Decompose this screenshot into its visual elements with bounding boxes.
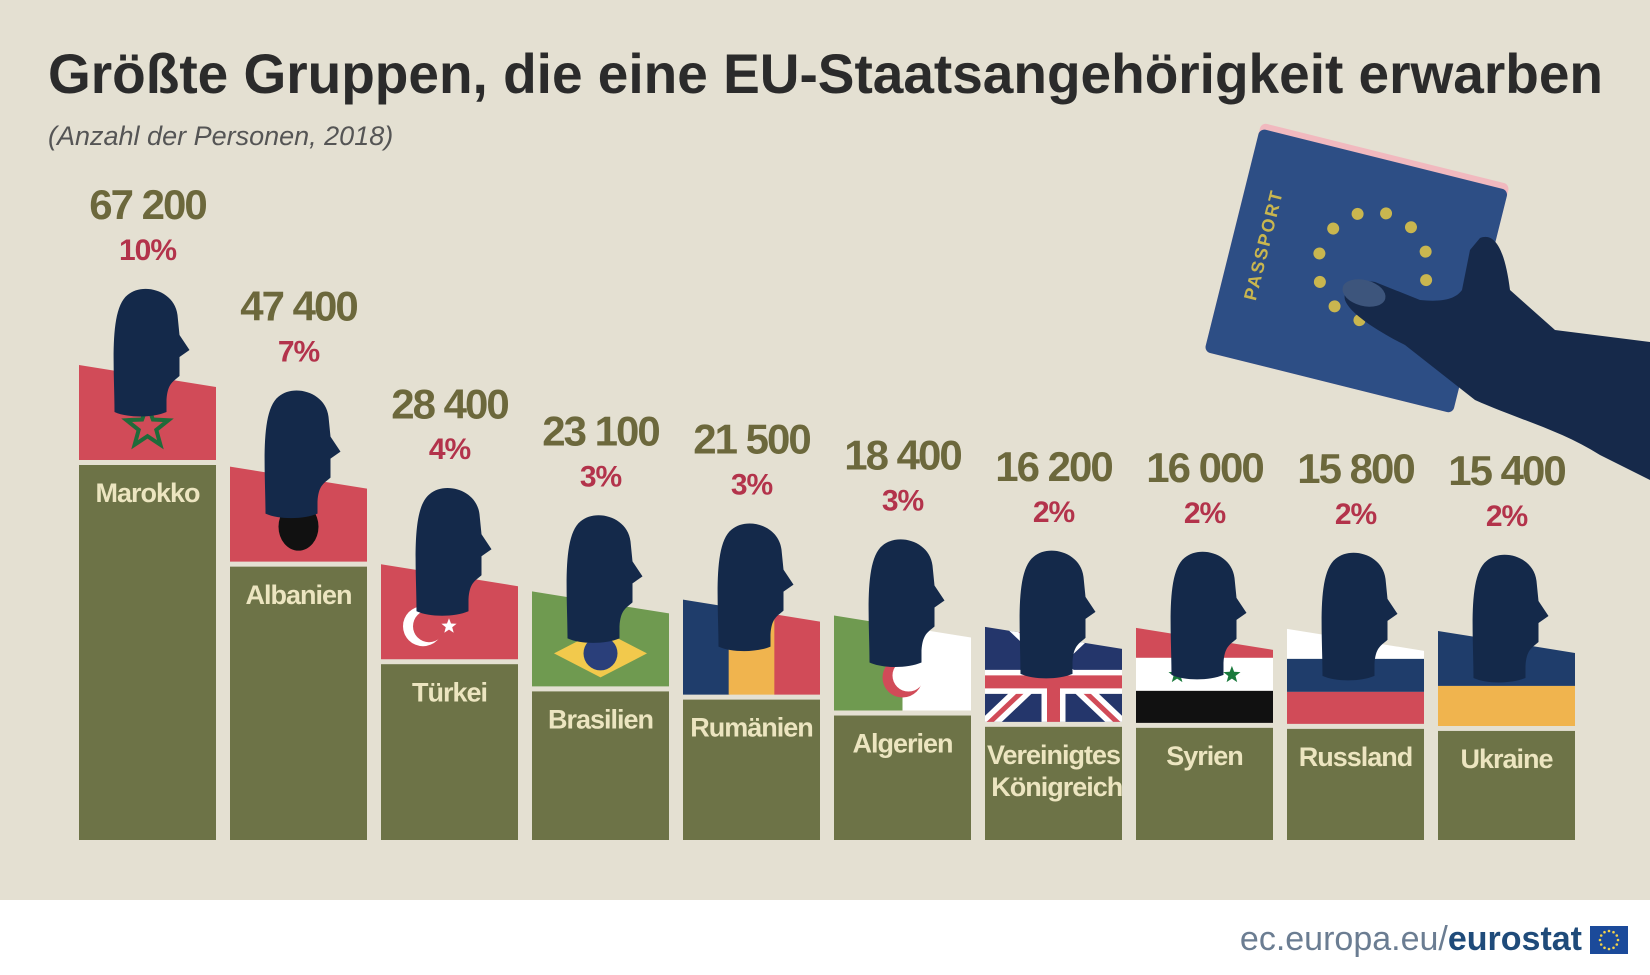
flag-stripe: [1438, 685, 1575, 726]
bar: [683, 699, 820, 840]
value-label: 47 400: [240, 283, 357, 330]
footer-brand: eurostat: [1448, 920, 1582, 958]
head-silhouette: [1019, 550, 1096, 679]
value-label: 16 000: [1146, 444, 1263, 491]
share-label: 7%: [278, 336, 320, 369]
bar: [230, 566, 367, 840]
share-label: 2%: [1486, 500, 1528, 533]
x-tick-label: Albanien: [245, 580, 351, 610]
flag-emblem: [441, 618, 457, 633]
country-group: Syrien 16 000 2%: [1136, 444, 1273, 840]
value-label: 18 400: [844, 432, 961, 479]
country-group: Russland 15 800 2%: [1287, 445, 1424, 840]
star: [1612, 930, 1615, 934]
country-group: Brasilien 23 100 3%: [532, 408, 669, 840]
flag-emblem: [892, 659, 925, 692]
bar: [79, 465, 216, 840]
x-tick-label: Algerien: [852, 729, 952, 759]
chart-title: Größte Gruppen, die eine EU-Staatsangehö…: [48, 42, 1603, 105]
star: [1313, 275, 1326, 288]
star: [1615, 943, 1619, 946]
bar: [1287, 728, 1424, 840]
star: [1599, 934, 1603, 937]
value-label: 16 200: [995, 443, 1112, 490]
bar: [985, 726, 1122, 840]
head-silhouette: [1170, 551, 1247, 680]
star: [1607, 947, 1611, 951]
star: [1419, 245, 1432, 258]
footer-site: ec.europa.eu/: [1240, 920, 1448, 958]
x-tick-label: Ukraine: [1460, 744, 1553, 774]
star: [1598, 938, 1602, 942]
head-silhouette: [1321, 552, 1398, 681]
bar: [1438, 730, 1575, 840]
country-group: Marokko 67 200 10%: [79, 181, 216, 840]
share-label: 2%: [1033, 496, 1075, 529]
star: [1603, 930, 1606, 934]
value-label: 67 200: [89, 181, 206, 228]
head-silhouette: [415, 488, 492, 616]
bar: [532, 691, 669, 840]
head-silhouette: [868, 539, 945, 668]
head-silhouette: [566, 515, 643, 643]
footer-band: [0, 900, 1650, 975]
head-silhouette: [113, 288, 190, 417]
star: [1351, 207, 1364, 220]
share-label: 3%: [731, 469, 773, 502]
value-label: 15 800: [1297, 445, 1414, 492]
bar: [834, 715, 971, 840]
country-group: Ukraine 15 400 2%: [1438, 447, 1575, 840]
star: [1616, 938, 1620, 942]
value-label: 15 400: [1448, 447, 1565, 494]
bar: [381, 664, 518, 840]
head-silhouette: [264, 390, 341, 519]
value-label: 23 100: [542, 408, 659, 455]
flag-emblem: [1223, 665, 1241, 683]
star: [1328, 300, 1341, 313]
flag-emblem: [121, 399, 174, 450]
x-tick-label: Vereinigtes Königreich: [985, 740, 1123, 802]
share-label: 4%: [429, 433, 471, 466]
star: [1313, 247, 1326, 260]
share-label: 10%: [119, 234, 176, 267]
x-tick-label: Russland: [1299, 742, 1413, 772]
x-tick-label: Brasilien: [548, 705, 653, 735]
share-label: 2%: [1335, 498, 1377, 531]
chart-subtitle: (Anzahl der Personen, 2018): [48, 121, 393, 151]
star: [1327, 222, 1340, 235]
share-label: 3%: [580, 460, 622, 493]
star: [1404, 221, 1417, 234]
flag-emblem: [583, 636, 618, 671]
x-tick-label: Marokko: [95, 478, 200, 508]
flag-stripe: [1136, 690, 1273, 723]
value-label: 21 500: [693, 416, 810, 463]
star: [1599, 943, 1603, 946]
x-tick-label: Türkei: [412, 677, 487, 707]
head-silhouette: [1472, 554, 1549, 683]
passport-illustration: PASSPORT: [1205, 123, 1650, 480]
star: [1607, 929, 1611, 933]
head-silhouette: [717, 523, 794, 652]
footer-source: ec.europa.eu/eurostat: [1240, 920, 1582, 958]
star: [1615, 934, 1619, 937]
star: [1612, 946, 1615, 950]
country-group: Albanien 47 400 7%: [230, 283, 367, 840]
flag-emblem: [413, 610, 445, 643]
x-tick-label: Rumänien: [690, 713, 813, 743]
flag-stripe: [1287, 691, 1424, 724]
value-label: 28 400: [391, 380, 508, 427]
share-label: 2%: [1184, 497, 1226, 530]
star: [1420, 274, 1433, 287]
bar: [1136, 727, 1273, 840]
share-label: 3%: [882, 484, 924, 517]
x-tick-label: Syrien: [1166, 741, 1243, 771]
star: [1603, 946, 1606, 950]
star: [1380, 207, 1393, 220]
